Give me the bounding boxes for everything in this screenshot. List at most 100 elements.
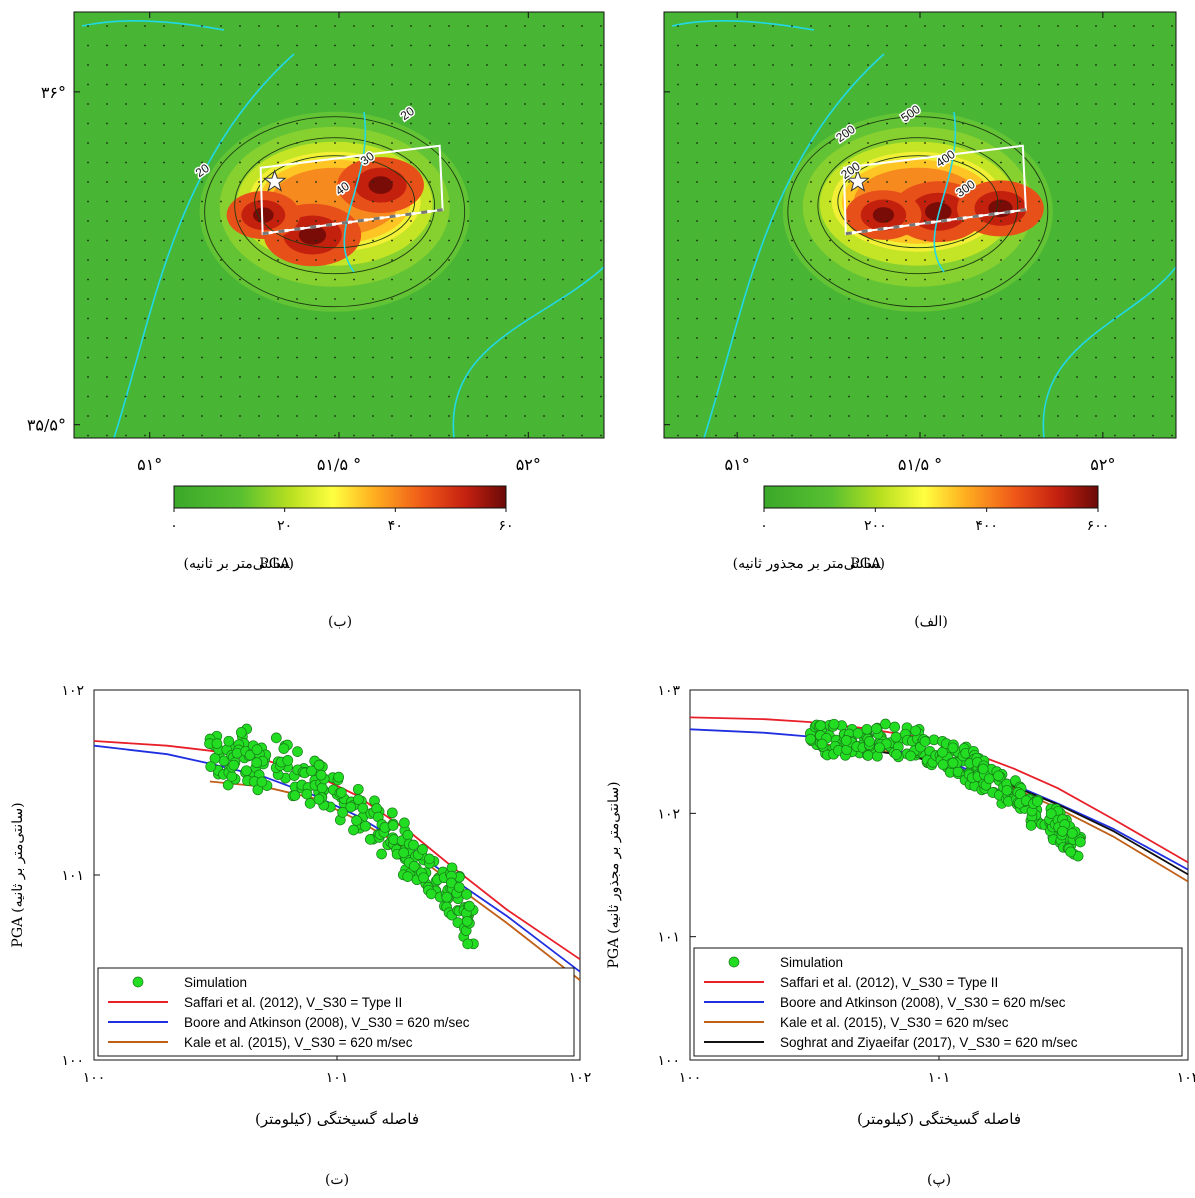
station-dot bbox=[163, 278, 165, 281]
station-dot bbox=[125, 239, 127, 242]
station-dot bbox=[486, 259, 488, 261]
station-dot bbox=[829, 103, 831, 105]
station-dot bbox=[220, 337, 222, 339]
station-dot bbox=[505, 103, 507, 105]
station-dot bbox=[1133, 395, 1135, 398]
station-dot bbox=[163, 259, 165, 261]
station-dot bbox=[410, 161, 412, 164]
station-dot bbox=[334, 142, 336, 144]
station-dot bbox=[772, 434, 774, 437]
station-dot bbox=[600, 25, 602, 27]
station-dot bbox=[543, 298, 545, 300]
station-dot bbox=[829, 415, 831, 417]
station-dot bbox=[296, 181, 298, 183]
station-dot bbox=[410, 259, 412, 261]
station-dot bbox=[600, 415, 602, 417]
station-dot bbox=[277, 161, 279, 164]
station-dot bbox=[182, 25, 184, 27]
station-dot bbox=[163, 356, 165, 359]
station-dot bbox=[87, 220, 89, 222]
legend-entry: Simulation bbox=[780, 955, 843, 970]
station-dot bbox=[87, 64, 89, 66]
station-dot bbox=[543, 103, 545, 105]
station-dot bbox=[1057, 376, 1059, 378]
station-dot bbox=[1152, 415, 1154, 417]
station-dot bbox=[410, 415, 412, 417]
station-dot bbox=[429, 337, 431, 339]
station-dot bbox=[372, 395, 374, 398]
station-dot bbox=[829, 200, 831, 203]
station-dot bbox=[486, 200, 488, 203]
station-dot bbox=[791, 278, 793, 281]
station-dot bbox=[353, 317, 355, 320]
station-dot bbox=[1152, 122, 1154, 125]
station-dot bbox=[696, 122, 698, 125]
station-dot bbox=[1114, 376, 1116, 378]
station-dot bbox=[1038, 83, 1040, 86]
station-dot bbox=[696, 64, 698, 66]
station-dot bbox=[315, 356, 317, 359]
station-dot bbox=[372, 356, 374, 359]
station-dot bbox=[677, 337, 679, 339]
station-dot bbox=[810, 122, 812, 125]
station-dot bbox=[1038, 395, 1040, 398]
station-dot bbox=[524, 142, 526, 144]
station-dot bbox=[962, 181, 964, 183]
station-dot bbox=[125, 356, 127, 359]
station-dot bbox=[1095, 356, 1097, 359]
station-dot bbox=[734, 181, 736, 183]
station-dot bbox=[810, 239, 812, 242]
epicenter-star-icon bbox=[262, 169, 287, 192]
station-dot bbox=[677, 259, 679, 261]
station-dot bbox=[353, 161, 355, 164]
simulation-point bbox=[424, 853, 435, 865]
fault-trace-white bbox=[845, 208, 1027, 236]
station-dot bbox=[962, 298, 964, 300]
colorbar-tick-label: ۲۰۰ bbox=[864, 518, 887, 534]
station-dot bbox=[1152, 103, 1154, 105]
station-dot bbox=[144, 122, 146, 125]
simulation-point bbox=[1057, 825, 1068, 837]
station-dot bbox=[600, 83, 602, 86]
station-dot bbox=[1114, 64, 1116, 66]
station-dot bbox=[581, 25, 583, 27]
station-dot bbox=[810, 25, 812, 27]
station-dot bbox=[201, 395, 203, 398]
station-dot bbox=[924, 142, 926, 144]
station-dot bbox=[562, 434, 564, 437]
colorbar-label-unit: (سانتی‌متر بر مجذور ثانیه) bbox=[733, 556, 885, 572]
station-dot bbox=[334, 239, 336, 242]
station-dot bbox=[1095, 298, 1097, 300]
station-dot bbox=[524, 434, 526, 437]
station-dot bbox=[163, 415, 165, 417]
station-dot bbox=[581, 298, 583, 300]
station-dot bbox=[715, 25, 717, 27]
station-dot bbox=[677, 356, 679, 359]
station-dot bbox=[1076, 161, 1078, 164]
simulation-point bbox=[352, 783, 364, 795]
station-dot bbox=[734, 44, 736, 47]
station-dot bbox=[753, 122, 755, 125]
station-dot bbox=[810, 142, 812, 144]
station-dot bbox=[848, 161, 850, 164]
station-dot bbox=[810, 337, 812, 339]
station-dot bbox=[163, 337, 165, 339]
station-dot bbox=[924, 415, 926, 417]
station-dot bbox=[943, 103, 945, 105]
simulation-point bbox=[337, 807, 348, 818]
station-dot bbox=[1076, 122, 1078, 125]
station-dot bbox=[106, 181, 108, 183]
station-dot bbox=[1076, 181, 1078, 183]
station-dot bbox=[791, 395, 793, 398]
station-dot bbox=[1076, 259, 1078, 261]
station-dot bbox=[543, 376, 545, 378]
station-dot bbox=[962, 395, 964, 398]
legend-entry: Kale et al. (2015), V_S30 = 620 m/sec bbox=[184, 1035, 413, 1050]
station-dot bbox=[791, 298, 793, 300]
station-dot bbox=[848, 337, 850, 339]
station-dot bbox=[962, 220, 964, 222]
station-dot bbox=[1171, 434, 1173, 437]
station-dot bbox=[753, 376, 755, 378]
station-dot bbox=[543, 317, 545, 320]
station-dot bbox=[715, 161, 717, 164]
